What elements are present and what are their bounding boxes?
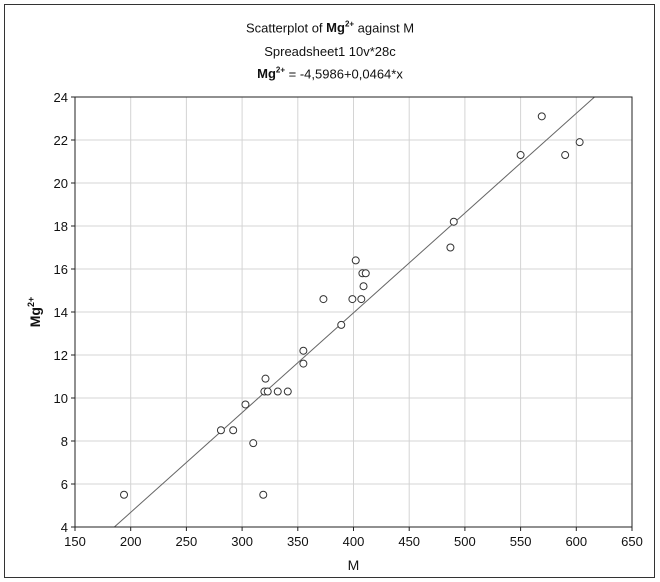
data-point — [299, 359, 308, 368]
chart-title-suffix: against M — [354, 20, 415, 36]
x-tick-label: 300 — [231, 534, 253, 549]
equation-variable: Mg2+ — [257, 66, 286, 82]
data-point — [273, 387, 282, 396]
data-point — [361, 269, 370, 278]
data-point — [351, 256, 360, 265]
x-tick-label: 350 — [287, 534, 309, 549]
data-point — [229, 426, 238, 435]
regression-line — [114, 96, 595, 528]
regression-equation: Mg2+ = -4,5986+0,0464*x — [0, 66, 660, 81]
data-point — [516, 151, 525, 160]
chart-title-variable: Mg2+ — [326, 20, 355, 36]
x-tick-label: 600 — [565, 534, 587, 549]
data-point — [241, 400, 250, 409]
y-tick-label: 18 — [54, 219, 68, 234]
x-tick-label: 400 — [343, 534, 365, 549]
y-tick-label: 14 — [54, 305, 68, 320]
x-tick-label: 500 — [454, 534, 476, 549]
y-tick-label: 10 — [54, 391, 68, 406]
data-point — [357, 295, 366, 304]
data-point — [216, 426, 225, 435]
y-tick-label: 24 — [54, 90, 68, 105]
y-axis-ticks: 4 6 8 10 12 14 16 18 20 22 24 — [54, 90, 75, 535]
x-tick-label: 450 — [398, 534, 420, 549]
chart-title: Scatterplot of Mg2+ against M — [0, 20, 660, 35]
data-point — [348, 295, 357, 304]
x-axis-ticks: 150 200 250 300 350 400 450 500 550 600 650 — [64, 527, 643, 549]
data-point — [359, 282, 368, 291]
x-tick-label: 550 — [510, 534, 532, 549]
data-point — [537, 112, 546, 121]
data-point — [120, 490, 129, 499]
y-axis-label: Mg2+ — [26, 297, 43, 327]
chart-title-prefix: Scatterplot of — [245, 20, 327, 36]
y-tick-label: 22 — [54, 133, 68, 148]
data-point — [446, 243, 455, 252]
data-point — [263, 387, 272, 396]
x-tick-label: 150 — [64, 534, 86, 549]
y-tick-label: 12 — [54, 348, 68, 363]
data-point — [261, 374, 270, 383]
x-tick-label: 200 — [120, 534, 142, 549]
data-point — [337, 320, 346, 329]
data-points — [120, 112, 584, 499]
data-point — [283, 387, 292, 396]
x-tick-label: 250 — [176, 534, 198, 549]
data-point — [449, 217, 458, 226]
y-tick-label: 20 — [54, 176, 68, 191]
equation-text: = -4,5986+0,0464*x — [285, 66, 403, 82]
y-tick-label: 6 — [61, 477, 68, 492]
grid-lines — [74, 96, 633, 528]
data-point — [259, 490, 268, 499]
y-tick-label: 4 — [61, 520, 68, 535]
x-axis-label: M — [348, 557, 360, 573]
data-point — [319, 295, 328, 304]
data-point — [249, 439, 258, 448]
data-point — [575, 138, 584, 147]
y-tick-label: 16 — [54, 262, 68, 277]
chart-subtitle: Spreadsheet1 10v*28c — [264, 44, 396, 59]
x-tick-label: 650 — [621, 534, 643, 549]
y-tick-label: 8 — [61, 434, 68, 449]
data-point — [561, 151, 570, 160]
data-point — [299, 346, 308, 355]
chart-frame — [4, 4, 655, 578]
